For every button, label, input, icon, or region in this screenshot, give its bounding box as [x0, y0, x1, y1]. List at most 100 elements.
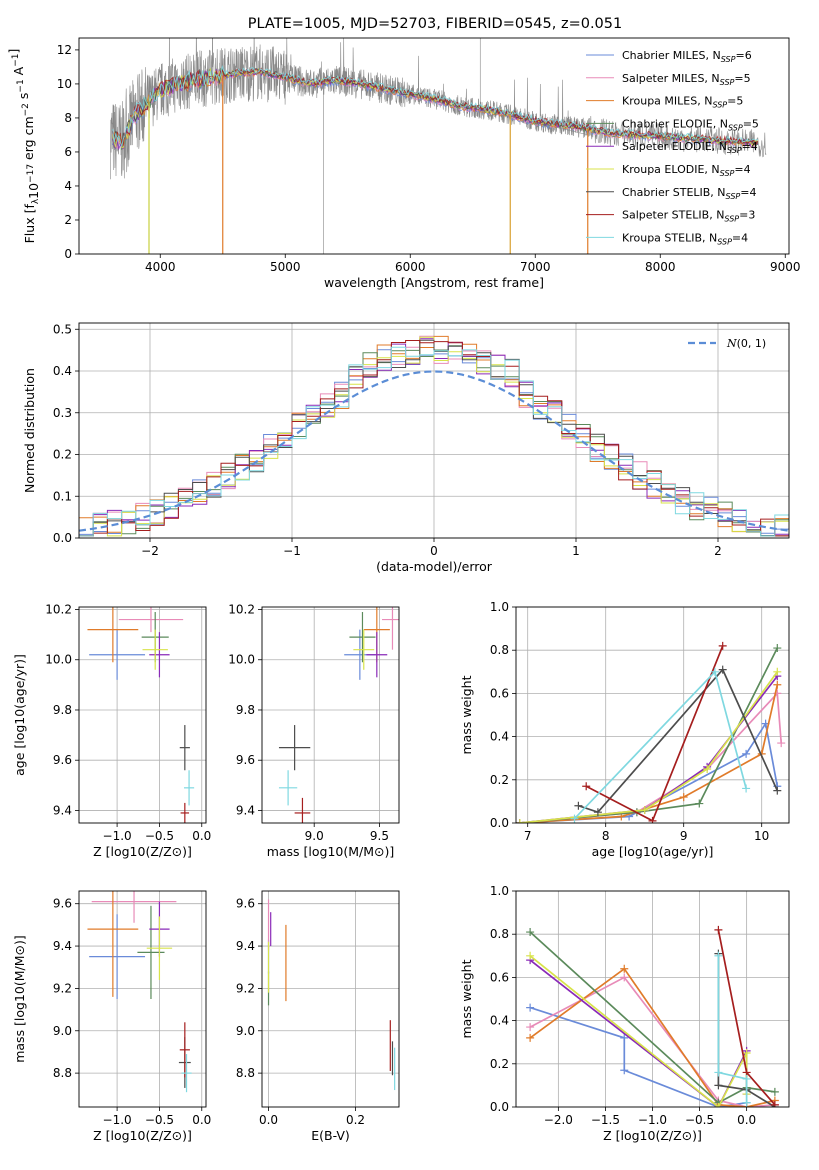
axes-frame — [261, 606, 400, 824]
weight-marker — [648, 816, 657, 823]
y-tick-label: 0.4 — [53, 364, 72, 378]
residuals-panel: −2 −1 0 1 2 0.0 0.1 0.2 0.3 0.4 0.5 N(0, 1) (data-mo… — [22, 322, 790, 574]
error-point-3 — [137, 905, 165, 999]
y-tick-label: 4 — [64, 179, 72, 193]
weight-marker — [526, 1003, 535, 1012]
weight-line — [717, 955, 748, 1103]
weight-marker — [714, 925, 723, 934]
weight-series-8 — [570, 667, 751, 823]
weight-series-7 — [582, 641, 727, 823]
y-tick-label: 0.4 — [490, 730, 509, 744]
error-point-4 — [149, 632, 170, 678]
axes-frame — [261, 890, 400, 1108]
y-tick-label: 8.8 — [53, 1066, 72, 1080]
weight-marker — [582, 782, 591, 791]
y-tick-label: 9.8 — [236, 703, 255, 717]
y-tick-label: 9.2 — [53, 981, 72, 995]
weight-marker — [742, 784, 751, 793]
legend-label-4: Salpeter ELODIE, NSSP=4 — [622, 140, 758, 155]
error-point-0 — [89, 629, 146, 680]
legend-label-0: Chabrier MILES, NSSP=6 — [622, 49, 752, 64]
weight-marker — [718, 665, 727, 674]
spectrum-plot-area — [110, 38, 767, 254]
y-axis-label: Flux [fλ10−17 erg cm−2 s−1 A−1] — [6, 49, 41, 244]
x-axis-label: Z [log10(Z/Z⊙)] — [603, 1128, 702, 1143]
error-point-2 — [87, 607, 139, 663]
legend-label-8: Kroupa STELIB, NSSP=4 — [622, 231, 748, 246]
weight-series-3 — [516, 644, 782, 823]
age-vs-Z-panel: −1.0 −0.5 0.0 9.4 9.6 9.8 10.0 10.2 Z [log10(Z/Z… — [12, 603, 211, 859]
error-point-3 — [349, 612, 376, 663]
y-tick-label: 9.4 — [236, 939, 255, 953]
y-tick-label: 9.6 — [53, 753, 72, 767]
x-tick-label: 0.2 — [346, 1113, 365, 1127]
weight-series-5 — [516, 667, 782, 823]
x-tick-label: −2.0 — [544, 1113, 573, 1127]
y-tick-label: 10.0 — [228, 653, 255, 667]
weight-series-6 — [574, 665, 782, 817]
error-point-6 — [278, 725, 311, 771]
weight-marker — [773, 786, 782, 795]
error-point-8 — [181, 1054, 192, 1093]
weight-marker — [770, 1087, 779, 1096]
error-point-8 — [183, 770, 195, 806]
normal-curve — [79, 370, 789, 532]
weight-series-5 — [526, 951, 751, 1107]
model-spectrum-7 — [112, 67, 759, 146]
x-axis-label: Z [log10(Z/Z⊙)] — [93, 1128, 192, 1143]
y-tick-label: 1.0 — [490, 600, 509, 614]
x-tick-label: −0.5 — [145, 829, 174, 843]
x-tick-label: −2 — [141, 544, 159, 558]
error-point-7 — [179, 1022, 190, 1078]
x-tick-label: 9000 — [770, 260, 801, 274]
y-tick-label: 0.0 — [490, 1100, 509, 1114]
weight-marker — [516, 819, 524, 823]
y-tick-label: 0.8 — [490, 927, 509, 941]
residuals-plot-area — [79, 335, 789, 538]
y-tick-label: 2 — [64, 213, 72, 227]
weight-marker — [714, 951, 723, 960]
error-point-5 — [353, 629, 375, 670]
x-tick-label: −1.5 — [591, 1113, 620, 1127]
y-tick-label: 9.6 — [53, 897, 72, 911]
weight-marker — [777, 739, 786, 748]
weight-marker — [620, 1066, 629, 1075]
figure-title: PLATE=1005, MJD=52703, FIBERID=0545, z=0… — [248, 16, 622, 32]
y-tick-label: 8 — [64, 111, 72, 125]
y-tick-label: 0.6 — [490, 970, 509, 984]
x-tick-label: 10 — [754, 829, 769, 843]
y-tick-label: 0.0 — [490, 816, 509, 830]
x-tick-label: 9.5 — [370, 829, 389, 843]
x-tick-label: −0.5 — [685, 1113, 714, 1127]
error-point-8 — [278, 770, 298, 806]
y-axis-label: mass weight — [459, 959, 474, 1038]
error-point-6 — [179, 725, 190, 771]
error-point-7 — [294, 797, 311, 823]
x-tick-label: 0 — [430, 544, 438, 558]
y-tick-label: 9.6 — [236, 897, 255, 911]
model-spectrum-2 — [112, 70, 759, 149]
x-tick-label: 4000 — [145, 260, 176, 274]
axes-frame — [515, 606, 790, 824]
error-point-5 — [142, 629, 168, 670]
y-tick-label: 10.2 — [45, 603, 72, 617]
mass-vs-EBV-panel: 0.0 0.2 8.8 9.0 9.2 9.4 9.6 E(B-V) — [236, 890, 400, 1143]
weight-marker — [526, 928, 535, 937]
y-tick-label: 9.4 — [53, 939, 72, 953]
spectrum-panel: 4000 5000 6000 7000 8000 9000 0 2 4 6 8 10 12 wavelen… — [6, 37, 801, 290]
weight-line — [529, 1006, 747, 1107]
x-tick-label: 7000 — [520, 260, 551, 274]
weight-marker — [710, 667, 719, 676]
y-axis-label: Normed distribution — [22, 368, 37, 493]
weight-line — [529, 955, 748, 1107]
x-tick-label: −1.0 — [103, 829, 132, 843]
weight-vs-age-plot-area — [516, 641, 786, 823]
error-point-5 — [146, 916, 173, 980]
weight-marker — [714, 1103, 723, 1107]
legend-label-5: Kroupa ELODIE, NSSP=4 — [622, 163, 751, 178]
mass-vs-EBV-plot-area — [267, 899, 396, 1091]
y-tick-label: 0.8 — [490, 643, 509, 657]
y-axis-label: mass [log10(M/M⊙)] — [12, 935, 27, 1063]
error-point-1 — [118, 607, 184, 633]
error-point-1 — [382, 607, 399, 650]
